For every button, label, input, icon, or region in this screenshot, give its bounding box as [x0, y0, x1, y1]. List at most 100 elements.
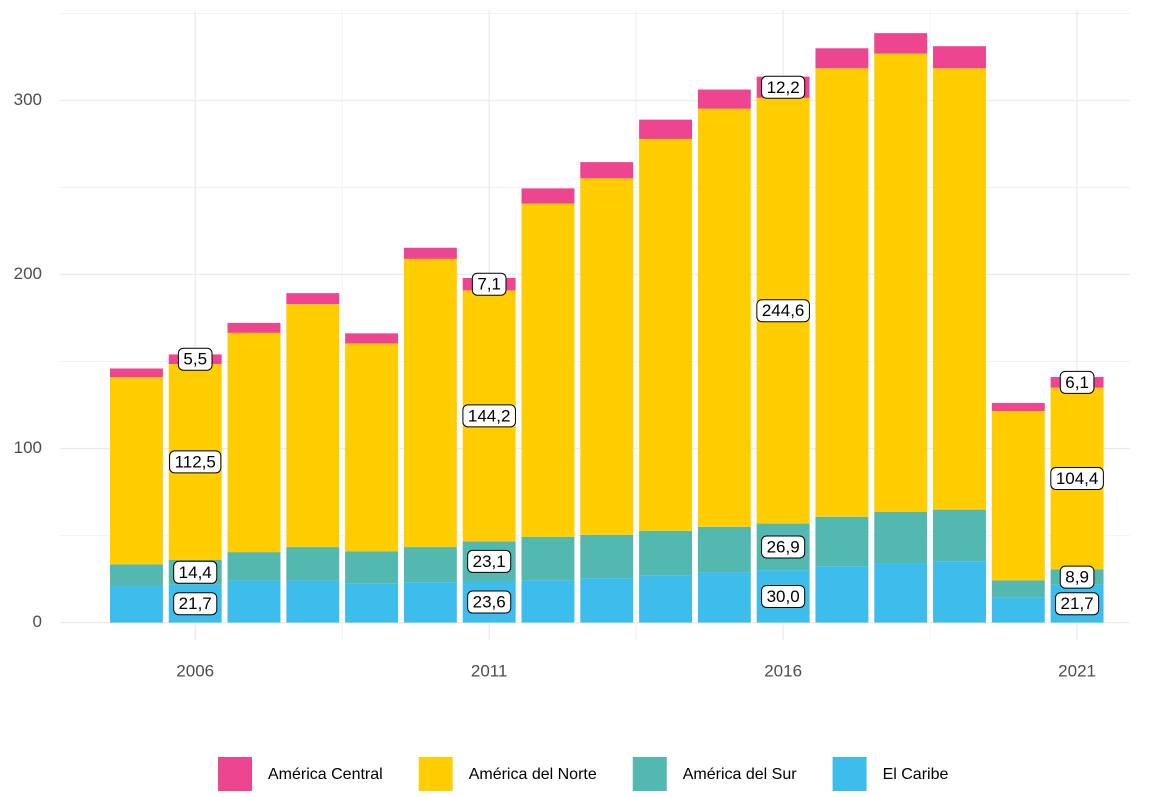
bar-segment: [286, 293, 340, 305]
legend-label: América del Norte: [469, 766, 597, 783]
legend-label: América del Sur: [683, 766, 797, 783]
data-label-box: [761, 75, 806, 99]
bar-segment: [874, 511, 928, 564]
data-label-text: 6,1: [1065, 373, 1089, 392]
x-tick-label: 2021: [1058, 661, 1096, 680]
data-label-text: 26,9: [767, 537, 800, 556]
data-label: 5,5: [177, 347, 213, 371]
data-label-box: [1059, 565, 1095, 589]
data-label-text: 144,2: [468, 406, 511, 425]
data-label-box: [761, 535, 806, 559]
bar-segment: [403, 258, 457, 548]
bar-segment: [403, 582, 457, 623]
data-label: 21,7: [173, 592, 218, 616]
bar-segment: [345, 551, 399, 584]
y-tick-label: 300: [14, 90, 42, 109]
y-tick-label: 200: [14, 264, 42, 283]
legend-swatch: [218, 757, 252, 791]
bar-segment: [521, 580, 575, 623]
bar-segment: [227, 552, 281, 581]
data-label-text: 8,9: [1065, 568, 1089, 587]
data-label: 244,6: [756, 299, 810, 323]
bar-segment: [403, 547, 457, 583]
data-label: 144,2: [462, 404, 516, 428]
bar-segment: [874, 33, 928, 54]
bar-segment: [345, 343, 399, 552]
data-label-text: 244,6: [762, 301, 805, 320]
data-label-text: 112,5: [175, 452, 216, 471]
bar-segment: [991, 580, 1045, 598]
data-label: 23,1: [467, 549, 512, 573]
legend: América Central América del Norte América …: [218, 757, 948, 791]
bar-segment: [874, 53, 928, 512]
bar-segment: [815, 48, 869, 69]
data-labels: 21,7 14,4 112,5 5,5 23,6 23,1 144,2 7,1 30,0 26,9…: [169, 75, 1104, 616]
legend-swatch: [832, 757, 867, 791]
data-label: 30,0: [761, 584, 806, 608]
bar-segment: [815, 566, 869, 623]
bar-segment: [697, 526, 751, 573]
bar-segment: [286, 304, 340, 548]
bar-segment: [933, 561, 986, 623]
bar-segment: [991, 597, 1045, 623]
bar-segment: [227, 332, 281, 553]
bar-segment: [227, 580, 281, 623]
bar-segment: [991, 410, 1045, 581]
data-label-box: [173, 560, 218, 584]
data-label-text: 5,5: [183, 350, 207, 369]
data-label: 112,5: [169, 450, 222, 474]
bar-segment: [227, 322, 281, 333]
data-label-text: 7,1: [477, 275, 501, 294]
data-label: 8,9: [1059, 565, 1095, 589]
data-label: 12,2: [761, 75, 806, 99]
bar-segment: [815, 516, 869, 567]
legend-label: El Caribe: [883, 766, 949, 783]
data-label-box: [462, 404, 516, 428]
bar-segment: [933, 509, 986, 562]
bar-segment: [580, 178, 634, 535]
bar-segment: [286, 547, 340, 581]
data-label: 23,6: [467, 590, 512, 614]
data-label-box: [173, 592, 218, 616]
legend-label: América Central: [268, 766, 383, 783]
bar-segment: [815, 68, 869, 517]
bar-segment: [991, 402, 1045, 411]
bar-segment: [697, 89, 751, 109]
data-label: 6,1: [1059, 370, 1095, 394]
data-label-box: [1059, 370, 1095, 394]
bar-segment: [874, 563, 928, 623]
bar-segment: [521, 203, 575, 537]
y-tick-label: 0: [33, 612, 42, 631]
bar-segment: [580, 162, 634, 179]
bar-segment: [521, 188, 575, 204]
bar-segment: [933, 46, 986, 69]
bar-segment: [345, 333, 399, 344]
data-label-box: [1050, 466, 1104, 490]
data-label: 104,4: [1050, 466, 1104, 490]
bar-segment: [403, 247, 457, 259]
data-label-text: 23,1: [473, 552, 506, 571]
data-label-text: 21,7: [1061, 594, 1094, 613]
bar-segment: [109, 586, 163, 623]
data-label-box: [169, 450, 222, 474]
data-label-text: 104,4: [1056, 469, 1099, 488]
bar-segment: [639, 530, 693, 576]
bar-segment: [639, 575, 693, 623]
data-label-box: [467, 549, 512, 573]
bar-segment: [580, 578, 634, 623]
data-label-box: [177, 347, 213, 371]
y-tick-label: 100: [14, 438, 42, 457]
data-label-box: [756, 299, 810, 323]
legend-swatch: [632, 757, 667, 791]
bar-segment: [109, 368, 163, 378]
bar-segment: [109, 377, 163, 565]
bar-segment: [639, 119, 693, 139]
data-label: 14,4: [173, 560, 218, 584]
legend-swatch: [418, 757, 453, 791]
data-label-text: 14,4: [179, 563, 212, 582]
data-label: 7,1: [471, 272, 507, 296]
bar-segment: [580, 534, 634, 579]
x-tick-label: 2006: [176, 661, 214, 680]
data-label-box: [471, 272, 507, 296]
